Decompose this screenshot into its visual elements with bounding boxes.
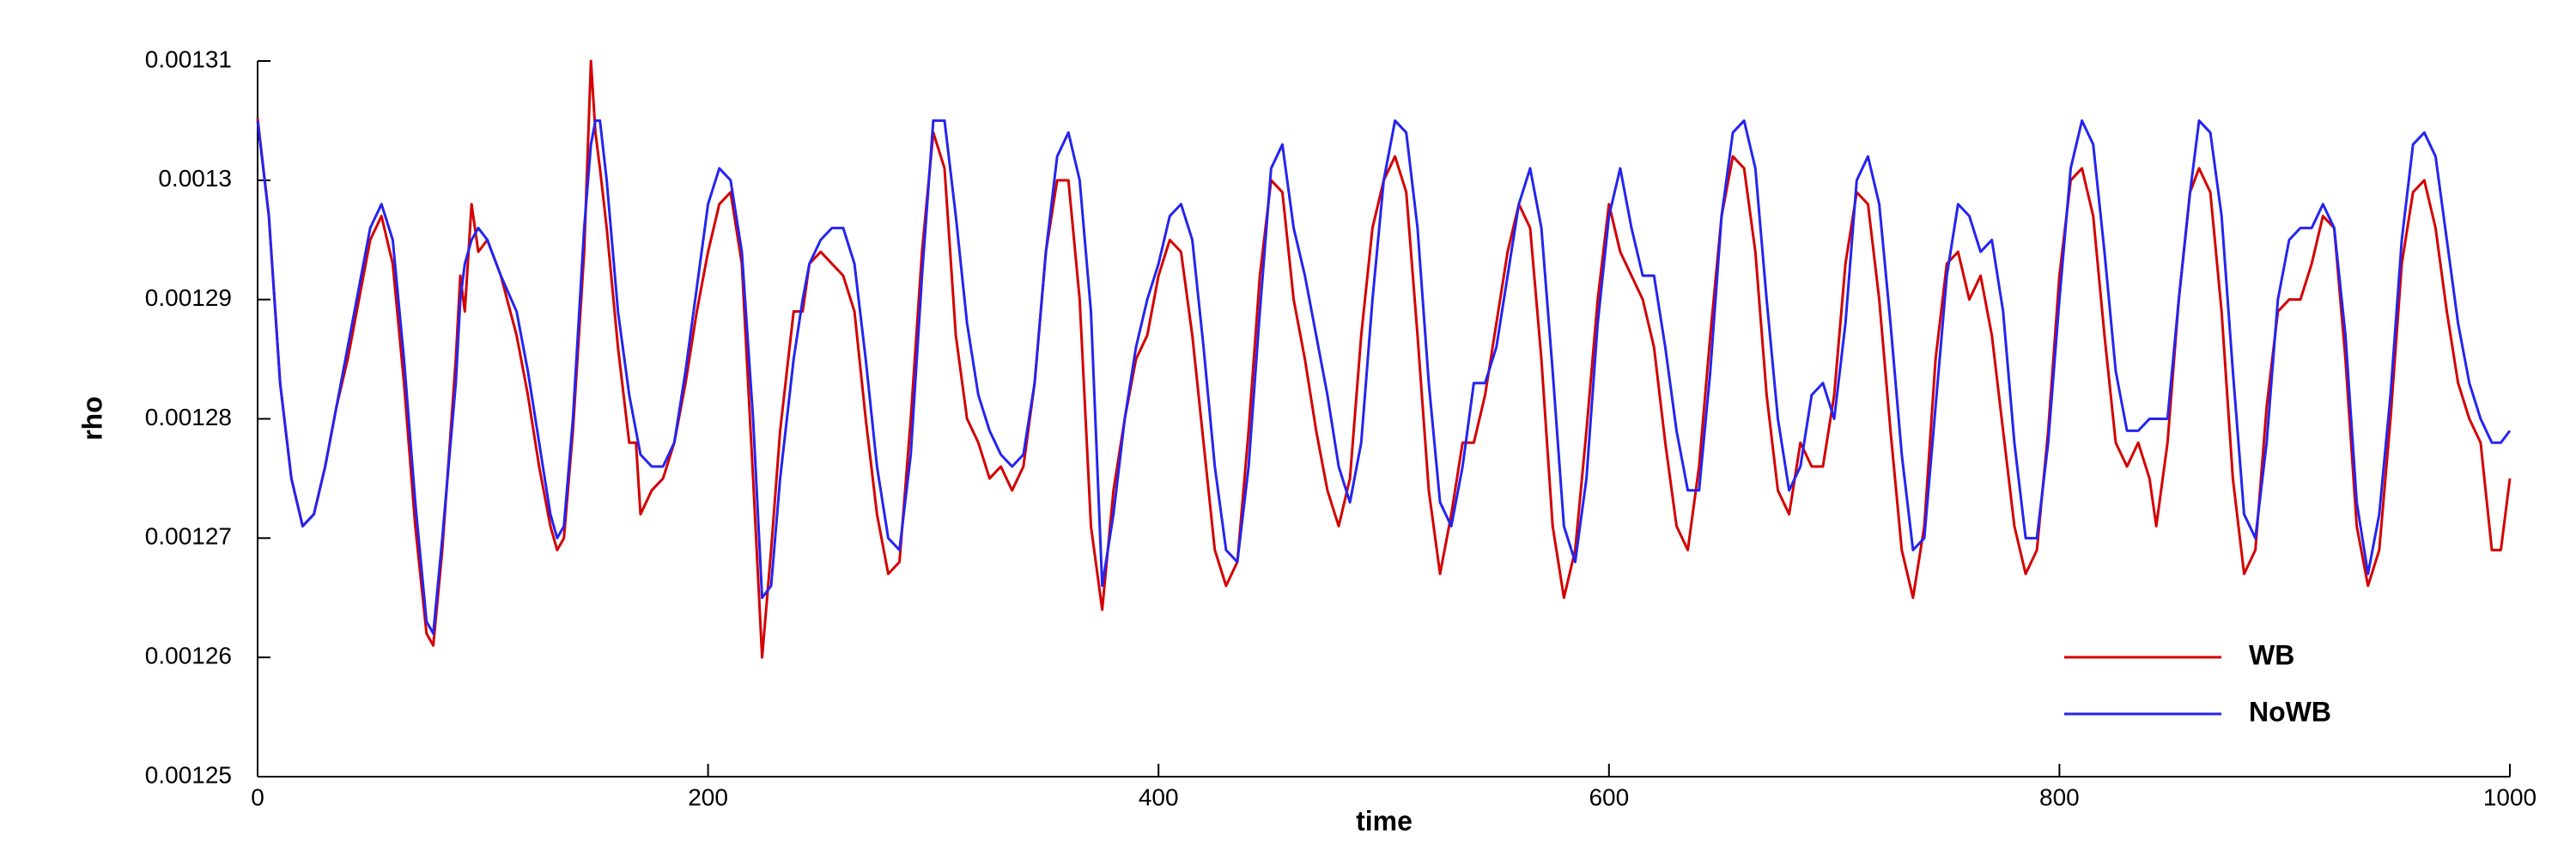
- y-axis-label: rho: [76, 396, 107, 441]
- x-tick-label: 600: [1589, 784, 1629, 810]
- series-line: [256, 59, 2512, 659]
- x-tick-label: 400: [1139, 784, 1179, 810]
- y-tick-label: 0.00125: [145, 761, 232, 788]
- series-line: [256, 119, 2512, 635]
- x-tick-label: 200: [688, 784, 728, 810]
- x-axis-label: time: [1356, 805, 1413, 836]
- y-tick-label: 0.00128: [145, 404, 232, 430]
- x-tick-label: 800: [2039, 784, 2080, 810]
- x-tick-label: 1000: [2483, 784, 2537, 810]
- legend-label: WB: [2249, 639, 2294, 670]
- y-tick-label: 0.00127: [145, 523, 232, 550]
- y-tick-label: 0.00126: [145, 643, 232, 669]
- y-tick-label: 0.0013: [158, 165, 232, 192]
- legend-label: NoWB: [2249, 696, 2331, 727]
- y-tick-label: 0.00131: [145, 46, 232, 72]
- y-tick-label: 0.00129: [145, 284, 232, 311]
- x-tick-label: 0: [251, 784, 264, 810]
